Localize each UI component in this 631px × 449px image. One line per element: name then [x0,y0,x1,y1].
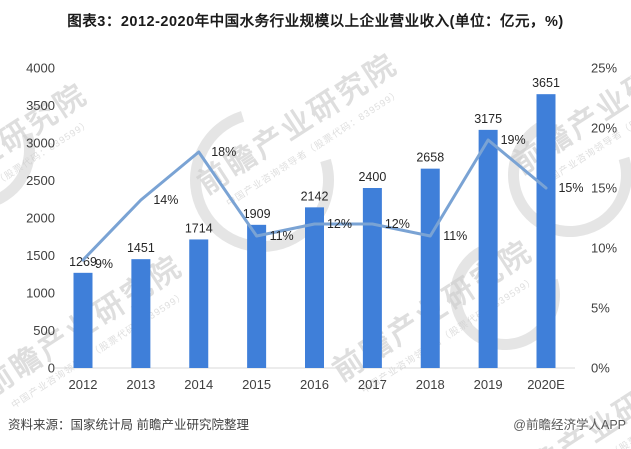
left-axis-tick: 4000 [26,61,55,76]
x-axis-label: 2013 [126,377,155,392]
bar-value-label: 2658 [416,151,444,165]
line-value-label: 12% [385,217,410,231]
bar-value-label: 1714 [185,221,213,235]
right-axis-tick: 25% [591,61,617,76]
right-axis-tick: 0% [591,361,610,376]
line-value-label: 11% [270,229,294,243]
bar-value-label: 3651 [532,76,560,90]
left-axis-tick: 3000 [26,136,55,151]
bar [73,272,93,368]
left-axis-tick: 0 [48,361,55,376]
line-value-label: 11% [443,229,467,243]
left-axis-tick: 2500 [26,173,55,188]
bar-value-label: 2400 [358,170,386,184]
x-axis-label: 2015 [242,377,271,392]
credit-note: @前瞻经济学人APP [513,418,626,432]
bar [536,94,556,369]
left-axis-tick: 1500 [26,248,55,263]
bar-value-label: 3175 [474,112,502,126]
right-axis-tick: 15% [591,181,617,196]
x-axis-label: 2012 [69,377,98,392]
x-axis-label: 2017 [358,377,387,392]
growth-line [81,138,548,262]
chart-title: 图表3：2012-2020年中国水务行业规模以上企业营业收入(单位：亿元，%) [67,14,564,30]
bar [131,259,151,368]
right-axis-tick: 20% [591,121,617,136]
x-axis-label: 2014 [184,377,213,392]
line-value-label: 9% [95,257,113,271]
line-value-label: 15% [558,181,583,195]
x-axis-label: 2016 [300,377,329,392]
line-value-label: 14% [153,193,178,207]
left-axis-tick: 2000 [26,211,55,226]
bar-value-label: 2142 [301,189,329,203]
left-axis-tick: 1000 [26,286,55,301]
source-note: 资料来源：国家统计局 前瞻产业研究院整理 [8,418,249,432]
bar [189,239,209,368]
bar [478,129,498,368]
bar [362,188,382,368]
bar [420,168,440,368]
bar [305,207,324,368]
line-value-label: 19% [501,133,526,147]
x-axis-label: 2019 [474,377,503,392]
bar-value-label: 1909 [243,207,271,221]
right-axis-tick: 5% [591,301,610,316]
left-axis-tick: 3500 [26,98,55,113]
bar [247,224,267,368]
left-axis-tick: 500 [33,323,55,338]
line-value-label: 12% [327,217,352,231]
bar-value-label: 1269 [69,255,97,269]
x-axis-label: 2018 [416,377,445,392]
line-value-label: 18% [211,145,236,159]
bar-value-label: 1451 [127,241,155,255]
x-axis-label: 2020E [527,377,565,392]
right-axis-tick: 10% [591,241,617,256]
